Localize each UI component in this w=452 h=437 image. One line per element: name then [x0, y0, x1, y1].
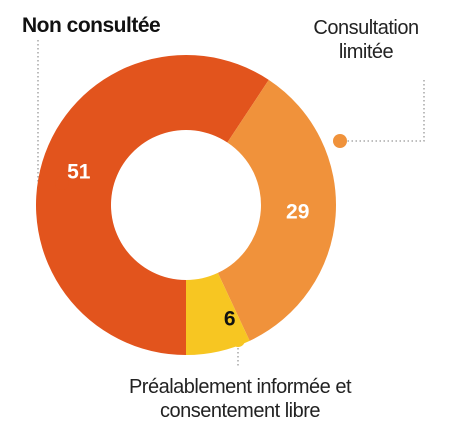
data-label: 6: [224, 308, 236, 331]
label-non-consultee: Non consultée: [22, 14, 161, 37]
data-label: 29: [286, 201, 309, 224]
data-label: 51: [67, 160, 91, 183]
label-consultation-limitee: Consultation limitée: [313, 17, 419, 63]
leader-dot: [231, 333, 245, 347]
leader-dot: [333, 134, 347, 148]
donut-slice: [36, 55, 269, 355]
donut-slice: [217, 79, 337, 341]
leader-line: [340, 80, 425, 142]
label-prealablement: Préalablement informée et consentement l…: [128, 376, 352, 422]
leader-dot: [55, 176, 69, 190]
